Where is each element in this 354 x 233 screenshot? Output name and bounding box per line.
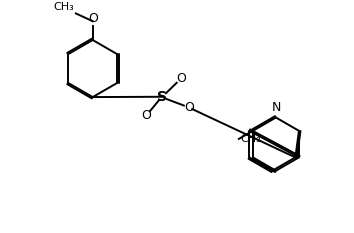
Text: S: S: [158, 90, 167, 104]
Text: O: O: [185, 101, 195, 114]
Text: O: O: [88, 12, 98, 25]
Text: N: N: [272, 101, 281, 114]
Text: O: O: [176, 72, 186, 85]
Text: CH₃: CH₃: [54, 2, 75, 12]
Text: O: O: [141, 109, 151, 122]
Text: CH₃: CH₃: [241, 134, 262, 144]
